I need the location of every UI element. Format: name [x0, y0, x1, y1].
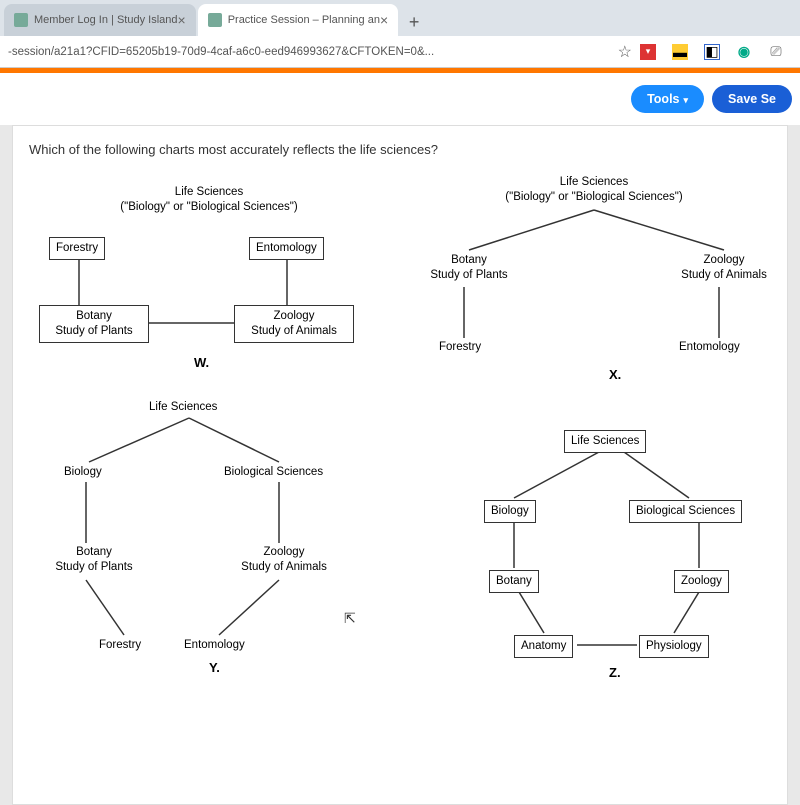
extension-icon[interactable]: ◉: [736, 44, 752, 60]
question-text: Which of the following charts most accur…: [29, 142, 771, 157]
tab-practice-session[interactable]: Practice Session – Planning an ×: [198, 4, 398, 36]
close-icon[interactable]: ×: [380, 12, 388, 28]
save-button[interactable]: Save Se: [712, 85, 792, 113]
node-botany: Botany: [489, 570, 539, 593]
browser-tabs: Member Log In | Study Island × Practice …: [0, 0, 800, 36]
node-botany: BotanyStudy of Plants: [414, 253, 524, 283]
tools-button[interactable]: Tools: [631, 85, 704, 113]
answer-charts: Life Sciences("Biology" or "Biological S…: [29, 175, 771, 785]
node-botany: BotanyStudy of Plants: [39, 545, 149, 575]
node-zoology: ZoologyStudy of Animals: [224, 545, 344, 575]
chart-z[interactable]: Life Sciences Biology Biological Science…: [449, 430, 789, 730]
chart-label: X.: [609, 367, 621, 382]
node-entomology: Entomology: [679, 340, 740, 355]
chart-title: Life Sciences("Biology" or "Biological S…: [474, 175, 714, 205]
url-text[interactable]: -session/a21a1?CFID=65205b19-70d9-4caf-a…: [8, 46, 618, 58]
tab-label: Practice Session – Planning an: [228, 14, 380, 26]
cursor-icon: ⇱: [344, 610, 356, 627]
node-anatomy: Anatomy: [514, 635, 573, 658]
node-forestry: Forestry: [99, 638, 141, 653]
chart-label: Y.: [209, 660, 220, 675]
app-toolbar: Tools Save Se: [0, 73, 800, 125]
cast-icon[interactable]: ⎚: [768, 44, 784, 60]
tab-favicon-icon: [208, 13, 222, 27]
node-zoology: ZoologyStudy of Animals: [669, 253, 779, 283]
chart-title: Life Sciences: [149, 400, 217, 415]
question-panel: Which of the following charts most accur…: [12, 125, 788, 805]
node-biosci: Biological Sciences: [224, 465, 323, 480]
node-title: Life Sciences: [564, 430, 646, 453]
node-biosci: Biological Sciences: [629, 500, 742, 523]
tab-study-island[interactable]: Member Log In | Study Island ×: [4, 4, 196, 36]
chart-label: Z.: [609, 665, 621, 680]
node-entomology: Entomology: [249, 237, 324, 260]
extension-icon[interactable]: ◧: [704, 44, 720, 60]
new-tab-button[interactable]: +: [400, 8, 428, 36]
node-entomology: Entomology: [184, 638, 245, 653]
extension-icons: ▾ ▬ ◧ ◉ ⎚: [632, 44, 792, 60]
chart-y[interactable]: Life Sciences Biology Biological Science…: [39, 400, 409, 730]
tab-label: Member Log In | Study Island: [34, 14, 178, 26]
extension-icon[interactable]: ▬: [672, 44, 688, 60]
chart-title: Life Sciences("Biology" or "Biological S…: [99, 185, 319, 215]
node-biology: Biology: [484, 500, 536, 523]
url-bar: -session/a21a1?CFID=65205b19-70d9-4caf-a…: [0, 36, 800, 68]
bookmark-star-icon[interactable]: ☆: [618, 42, 632, 62]
node-forestry: Forestry: [439, 340, 481, 355]
node-forestry: Forestry: [49, 237, 105, 260]
chart-w[interactable]: Life Sciences("Biology" or "Biological S…: [39, 185, 379, 385]
close-icon[interactable]: ×: [178, 12, 186, 28]
chart-x[interactable]: Life Sciences("Biology" or "Biological S…: [409, 175, 779, 395]
node-zoology: ZoologyStudy of Animals: [234, 305, 354, 343]
node-botany: BotanyStudy of Plants: [39, 305, 149, 343]
node-physiology: Physiology: [639, 635, 709, 658]
node-zoology: Zoology: [674, 570, 729, 593]
extension-icon[interactable]: ▾: [640, 44, 656, 60]
node-biology: Biology: [64, 465, 102, 480]
chart-label: W.: [194, 355, 209, 370]
tab-favicon-icon: [14, 13, 28, 27]
